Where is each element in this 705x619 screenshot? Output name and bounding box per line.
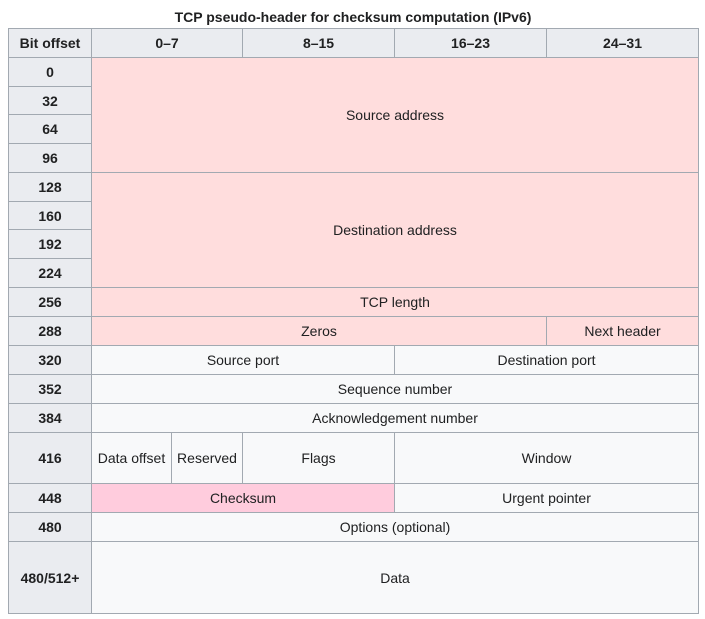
table-row: 288 Zeros Next header [8, 316, 700, 346]
next-header-field: Next header [546, 316, 700, 346]
source-address-field: Source address [90, 57, 700, 173]
offset-cell: 320 [8, 345, 92, 375]
column-header: 8–15 [242, 28, 396, 58]
table-row: 256 TCP length [8, 287, 700, 317]
offset-cell: 96 [8, 143, 92, 173]
offset-cell: 480 [8, 512, 92, 542]
data-offset-field: Data offset [91, 432, 172, 484]
acknowledgement-number-field: Acknowledgement number [90, 403, 700, 433]
data-field: Data [90, 541, 700, 614]
offset-cell: 256 [8, 287, 92, 317]
checksum-field: Checksum [90, 483, 396, 513]
bit-offset-header: Bit offset [8, 28, 92, 58]
offset-cell: 32 [8, 86, 92, 115]
offset-cell: 480/512+ [8, 541, 92, 614]
table-row: 0 Source address [8, 57, 700, 173]
table-row: 32 [8, 86, 699, 115]
column-header: 0–7 [90, 28, 244, 58]
tcp-pseudo-header-table: Bit offset 0–7 8–15 16–23 24–31 0 Source… [8, 28, 700, 614]
source-port-field: Source port [90, 345, 396, 375]
table-row: 224 [8, 258, 699, 288]
table-row: 416 Data offset Reserved Flags Window [8, 432, 700, 484]
destination-port-field: Destination port [394, 345, 700, 375]
table-row: 384 Acknowledgement number [8, 403, 700, 433]
offset-cell: 416 [8, 432, 92, 484]
offset-cell: 160 [8, 201, 92, 230]
offset-cell: 448 [8, 483, 92, 513]
tcp-length-field: TCP length [90, 287, 700, 317]
offset-cell: 192 [8, 229, 92, 259]
header-row: Bit offset 0–7 8–15 16–23 24–31 [8, 28, 700, 58]
table-row: 128 Destination address [8, 172, 700, 288]
urgent-pointer-field: Urgent pointer [394, 483, 700, 513]
zeros-field: Zeros [90, 316, 548, 346]
window-field: Window [394, 432, 700, 484]
offset-cell: 128 [8, 172, 92, 202]
table-caption: TCP pseudo-header for checksum computati… [174, 9, 532, 25]
reserved-field: Reserved [170, 432, 244, 484]
table-row: 160 [8, 201, 699, 230]
offset-cell: 288 [8, 316, 92, 346]
table-row: 480/512+ Data [8, 541, 700, 614]
offset-cell: 352 [8, 374, 92, 404]
table-row: 192 [8, 229, 699, 259]
offset-cell: 0 [8, 57, 92, 87]
table-row: 320 Source port Destination port [8, 345, 700, 375]
options-field: Options (optional) [90, 512, 700, 542]
table-row: 448 Checksum Urgent pointer [8, 483, 700, 513]
table-row: 480 Options (optional) [8, 512, 700, 542]
offset-cell: 224 [8, 258, 92, 288]
column-header: 24–31 [546, 28, 700, 58]
offset-cell: 64 [8, 114, 92, 144]
destination-address-field: Destination address [90, 172, 700, 288]
column-header: 16–23 [394, 28, 548, 58]
table-row: 352 Sequence number [8, 374, 700, 404]
flags-field: Flags [242, 432, 396, 484]
offset-cell: 384 [8, 403, 92, 433]
sequence-number-field: Sequence number [90, 374, 700, 404]
